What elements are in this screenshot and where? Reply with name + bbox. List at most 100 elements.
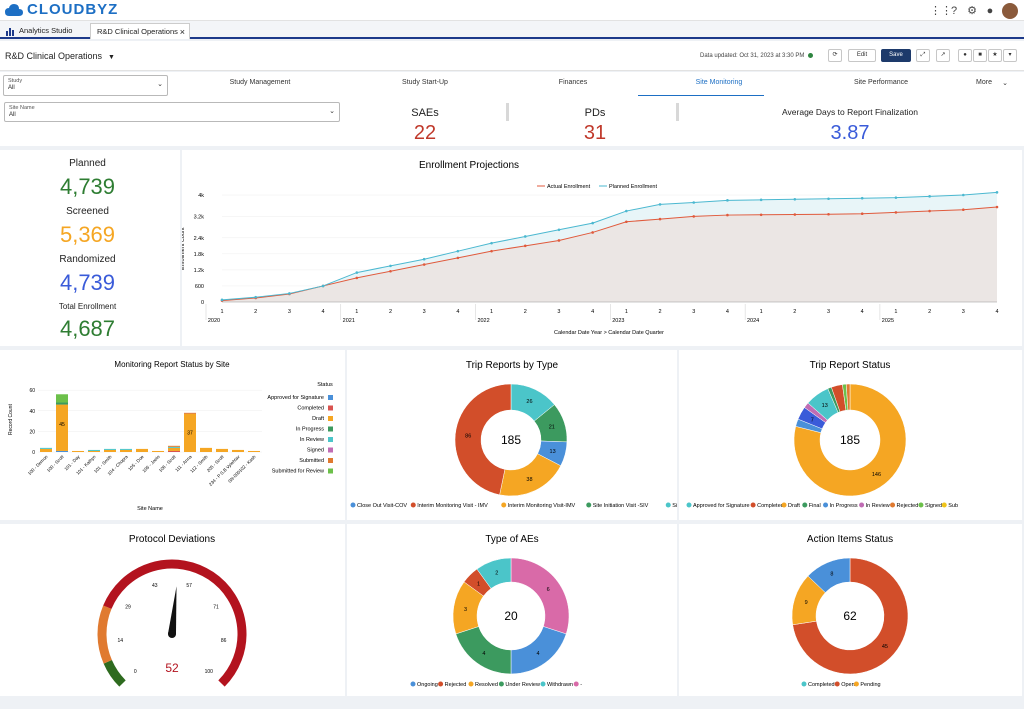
close-icon[interactable]: × [179,27,185,37]
year-label: 2024 [747,318,759,324]
legend-label: Sub [948,503,958,509]
legend-swatch [801,681,807,687]
data-point [422,263,426,266]
nav-site-performance[interactable]: Site Performance [853,79,909,86]
tab-analytics-studio[interactable]: Analytics Studio [0,23,78,39]
bell-icon[interactable]: ● [986,5,994,17]
slice-label: 2 [495,570,498,576]
y-tick-label: 40 [29,409,35,415]
legend-label: In Review [300,437,324,443]
legend-label: Approved for Signature [693,503,750,509]
chevron-down-icon[interactable]: ⌄ [329,108,335,115]
more-actions-icon[interactable]: ▾ [1003,49,1017,62]
tab-rd-clinical-operations[interactable]: R&D Clinical Operations × [90,23,190,39]
help-icon[interactable]: ? [950,5,958,17]
x-tick-label: 3 [288,309,291,315]
save-button[interactable]: Save [881,49,911,62]
legend-swatch [328,447,333,453]
data-label: 37 [187,430,193,436]
dashboard-title[interactable]: R&D Clinical Operations ▼ [5,51,115,61]
legend-label: Final [809,503,821,509]
year-label: 2025 [882,318,894,324]
x-tick-label: 4 [995,309,998,315]
divider [676,103,679,121]
legend-swatch [410,681,416,687]
bar-segment [56,394,68,403]
print-icon[interactable]: ■ [973,49,987,62]
legend-label: Interim Monitoring Visit-IMV [508,503,576,509]
nav-study-start-up[interactable]: Study Start-Up [402,79,448,86]
chart-title: Trip Report Status [810,360,891,371]
year-label: 2023 [612,318,624,324]
refresh-button[interactable]: ⟳ [828,49,842,62]
gear-icon[interactable]: ⚙ [967,5,977,17]
bar-segment [56,402,68,405]
x-tick-label: 2 [389,309,392,315]
bar-segment [120,448,132,450]
data-point [860,196,864,200]
edit-button[interactable]: Edit [848,49,876,62]
data-point [759,213,763,217]
site-name-filter[interactable]: Site Name All ⌄ [4,102,340,122]
legend-label: In Review [866,503,890,509]
nav-site-monitoring[interactable]: Site Monitoring [695,79,743,86]
data-point [523,244,527,248]
x-tick-label: 2 [793,309,796,315]
legend-swatch [468,681,474,687]
avatar[interactable] [1002,3,1018,19]
y-tick-label: 1.8k [194,252,205,258]
center-total: 62 [843,609,857,623]
legend-label: Submitted for Review [272,469,324,475]
kpi-saes-value: 22 [413,122,437,144]
gauge-band [103,559,247,687]
nav-finances[interactable]: Finances [558,79,588,86]
series-area [222,207,997,302]
nav-study-management[interactable]: Study Management [229,79,291,86]
chevron-down-icon[interactable]: ▼ [108,54,115,61]
data-point [557,228,561,232]
filter-label: Site Name [9,105,35,111]
chevron-down-icon[interactable]: ⌄ [157,81,163,88]
brand-logo[interactable]: CLOUDBYZ [4,1,118,18]
apps-grid-icon[interactable]: ⋮⋮ [930,5,952,17]
trip-reports-type-chart[interactable]: Trip Reports by Type 26 21 13 38 86 185 Close O… [347,350,687,520]
year-label: 2022 [477,318,489,324]
chart-title: Enrollment Projections [419,160,519,171]
chevron-down-icon[interactable]: ⌄ [1002,80,1008,87]
legend-swatch [328,426,333,432]
type-of-aes-chart[interactable]: Type of AEs 6 4 4 3 1 2 20 Ongoing Rejected Resolv… [347,524,677,696]
data-point [220,298,224,302]
monitoring-report-chart[interactable]: Monitoring Report Status by Site 0 20 40 60 R… [0,350,345,520]
x-tick-label: 4 [456,309,459,315]
legend-swatch [890,502,896,508]
pie-slice [793,383,907,497]
study-filter[interactable]: Study All ⌄ [3,75,168,96]
share-icon[interactable]: ↗ [936,49,950,62]
trip-report-status-panel: Trip Report Status 146 7 13 185 Approved for … [679,350,1022,520]
enrollment-projections-chart[interactable]: Enrollment Projections Actual Enrollment P… [180,150,1022,346]
legend-label: Open [841,682,854,688]
bar-segment [152,450,164,452]
action-items-chart[interactable]: Action Items Status 45 9 8 62 Completed Open Pe… [679,524,1022,696]
legend-swatch [438,681,444,687]
legend-swatch [665,502,671,508]
legend-label: Completed [757,503,784,509]
subscribe-icon[interactable]: ● [958,49,972,62]
app-tab-bar: Analytics Studio R&D Clinical Operations… [0,21,1024,39]
slice-label: 21 [549,424,555,430]
trip-report-status-chart[interactable]: Trip Report Status 146 7 13 185 Approved for … [679,350,1022,520]
data-point [928,209,931,213]
protocol-deviations-gauge[interactable]: Protocol Deviations 0 14 29 43 57 71 86 100 52 [0,524,345,696]
legend-label: Site Initiation Visit -SIV [593,503,649,509]
data-point [658,203,662,206]
legend-label: Actual Enrollment [547,184,591,190]
fullscreen-icon[interactable]: ⤢ [916,49,930,62]
gauge-tick-label: 71 [213,604,219,610]
star-icon[interactable]: ★ [988,49,1002,62]
nav-more[interactable]: More [976,79,992,86]
data-point [490,241,493,245]
bar-segment [232,449,244,452]
y-tick-label: 0 [32,450,35,456]
bar-segment [200,447,212,452]
legend-label: Draft [788,503,800,509]
